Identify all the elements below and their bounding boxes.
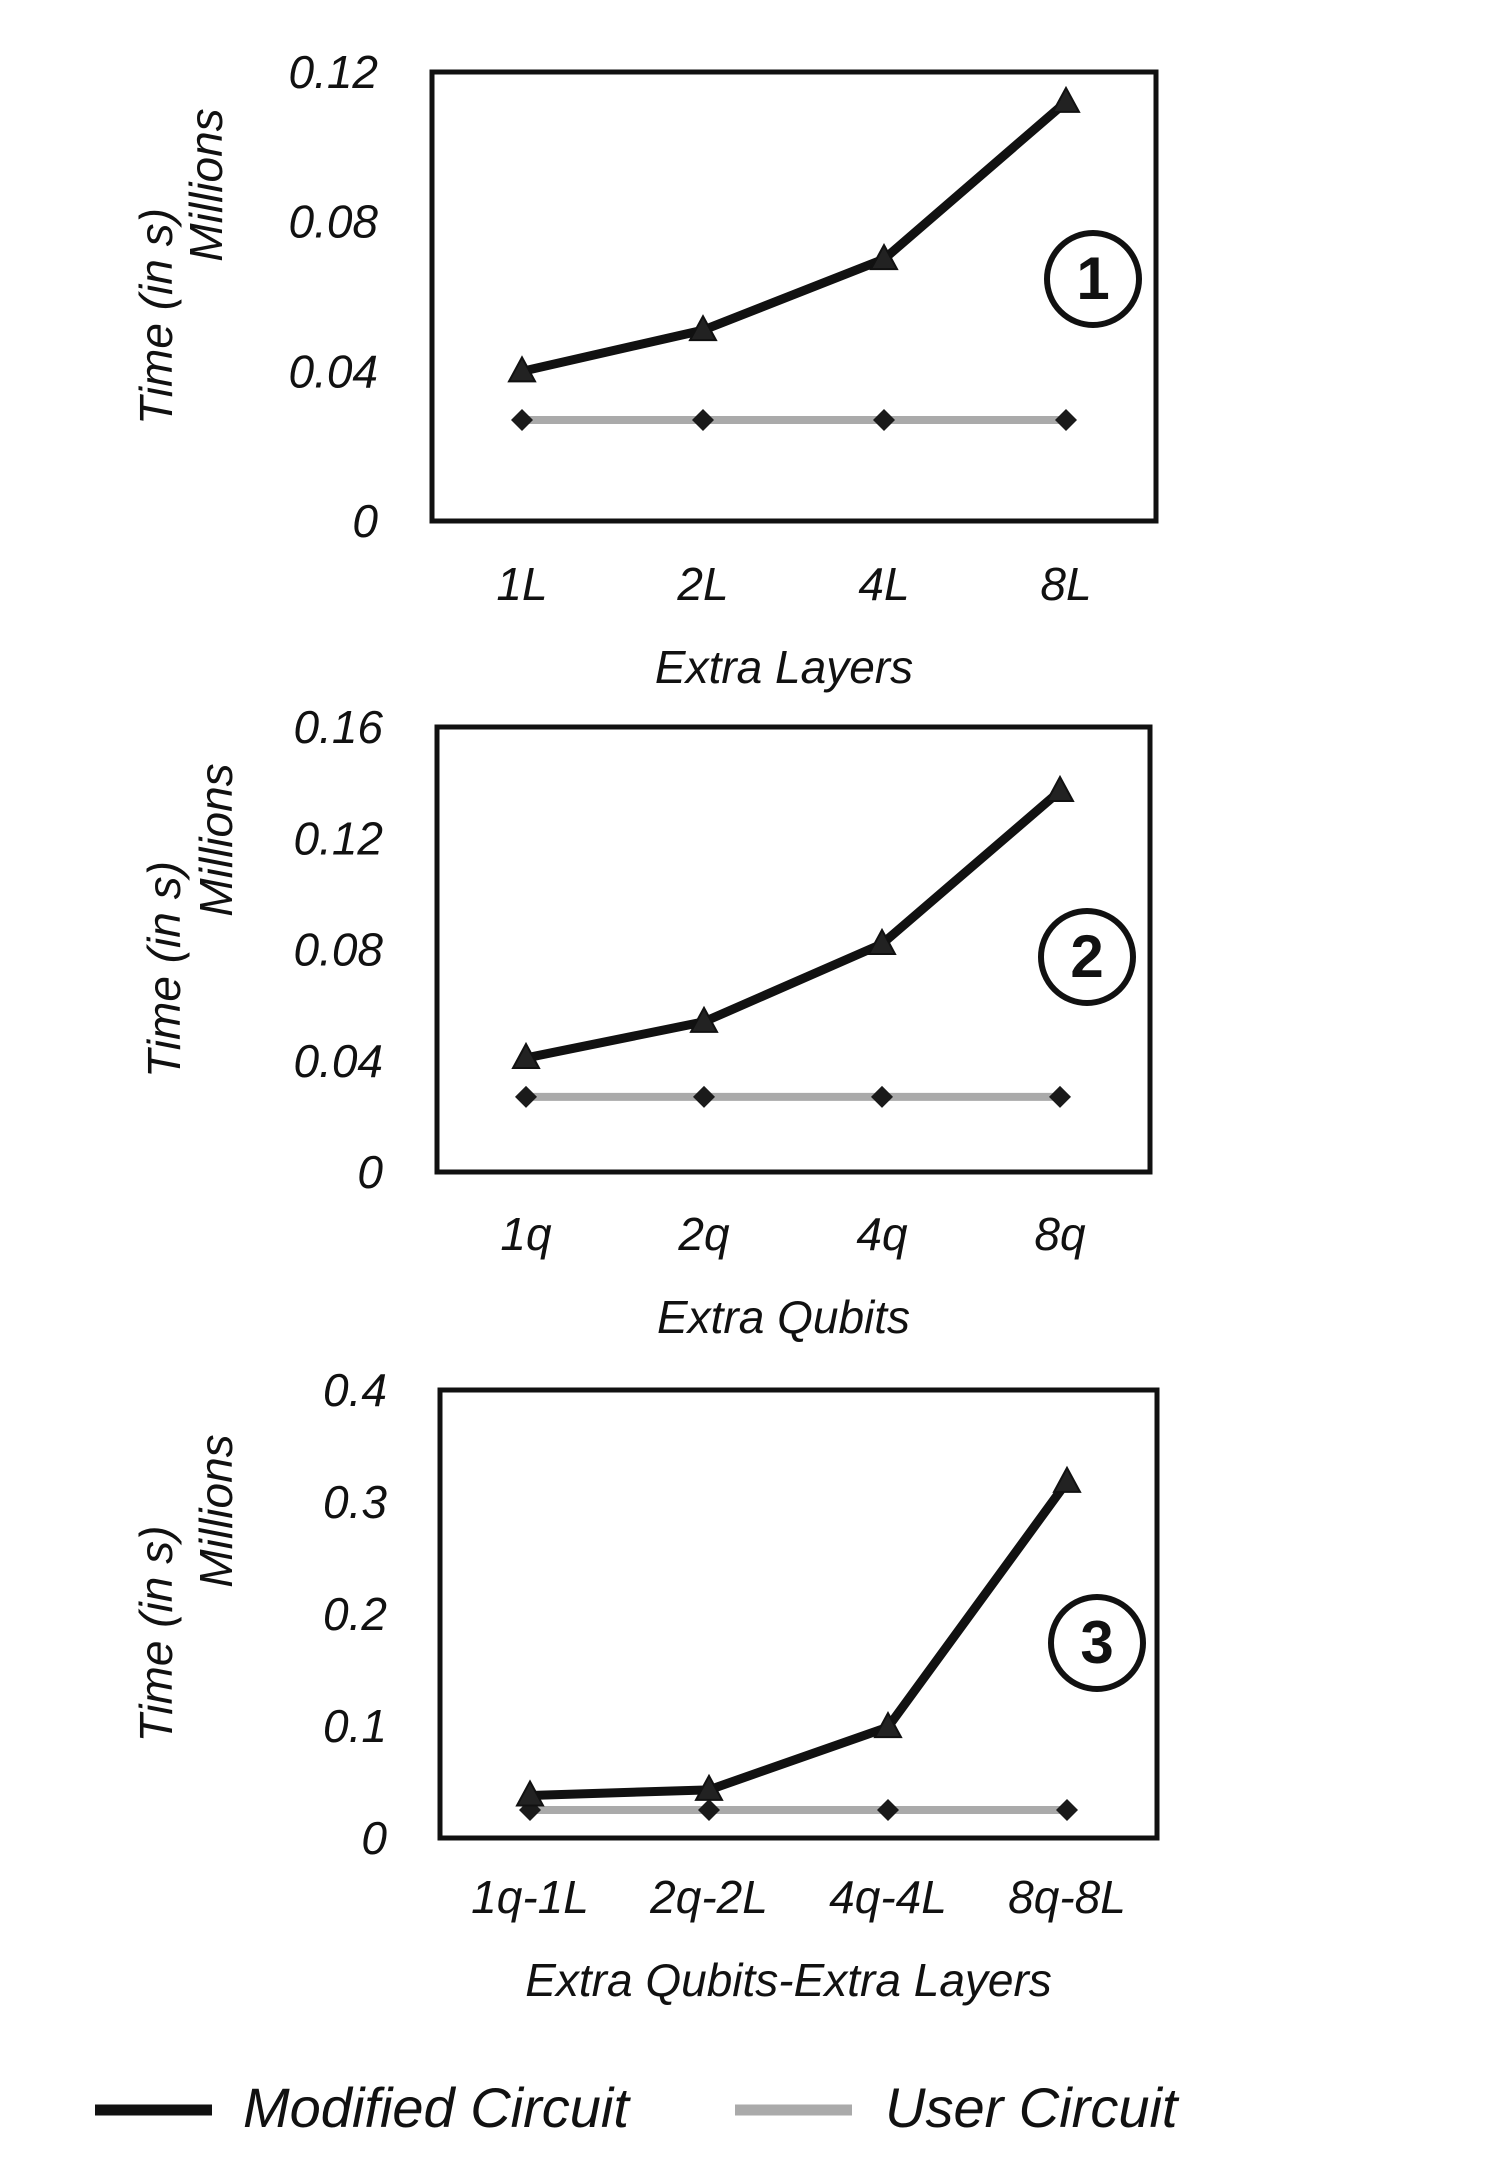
legend-modified-label: Modified Circuit [243, 2076, 631, 2139]
user-circuit-point [1049, 1085, 1071, 1108]
y-tick-label: 0 [357, 1146, 383, 1198]
x-tick-label: 2q-2L [649, 1871, 768, 1923]
panel-badge-circle [1048, 1594, 1146, 1692]
modified-circuit-point [511, 1041, 541, 1069]
x-tick-label: 4L [858, 558, 909, 610]
user-circuit-point [698, 1799, 720, 1821]
y-tick-label: 0.08 [288, 196, 378, 248]
y-axis-label: Time (in s) [138, 861, 190, 1078]
modified-circuit-point [689, 1005, 719, 1033]
modified-circuit-point [507, 355, 537, 383]
modified-circuit-point [1052, 1465, 1082, 1493]
user-circuit-point [511, 408, 533, 431]
chart-panel-3: 0 0.1 0.2 0.3 0.4 Time (in s)Millions 1q-1L 2q-… [130, 1364, 1160, 2006]
panel-badge-number: 1 [1076, 245, 1109, 312]
x-axis-label: Extra Layers [655, 641, 913, 693]
modified-circuit-point [694, 1773, 724, 1801]
modified-circuit-line [525, 1477, 1072, 1800]
x-tick-label: 2q [677, 1208, 730, 1260]
modified-circuit-line [517, 97, 1071, 376]
plot-frame [434, 724, 1153, 1175]
y-tick-label: 0 [352, 495, 378, 547]
y-axis-unit-label: Millions [180, 108, 232, 261]
plot-frame [437, 1387, 1160, 1841]
user-circuit-point [873, 408, 895, 431]
user-circuit-point [1055, 408, 1077, 431]
y-tick-label: 0.3 [323, 1476, 387, 1528]
x-axis-label: Extra Qubits-Extra Layers [525, 1954, 1052, 2006]
user-circuit-point [871, 1085, 893, 1108]
panel-badge-circle [1044, 230, 1142, 328]
y-axis-label: Time (in s) [130, 1526, 182, 1743]
user-circuit-point [877, 1799, 899, 1821]
modified-circuit-point [688, 314, 718, 342]
chart-panel-1: 0 0.04 0.08 0.12 Time (in s)Millions 1L 2L 4L 8L… [130, 46, 1159, 693]
user-circuit-point [515, 1085, 537, 1108]
y-tick-label: 0 [361, 1812, 387, 1864]
x-tick-label: 1q [500, 1208, 552, 1260]
modified-circuit-point [869, 242, 899, 271]
user-circuit-point [693, 1085, 715, 1108]
plot-frame [429, 69, 1159, 524]
x-tick-label: 8q [1034, 1208, 1086, 1260]
panel-badge-circle [1038, 908, 1136, 1006]
y-axis-unit-label: Millions [190, 1434, 242, 1587]
y-tick-label: 0.08 [293, 924, 383, 976]
y-axis-label: Time (in s) [130, 208, 182, 425]
x-tick-label: 8L [1040, 558, 1091, 610]
x-axis-label: Extra Qubits [657, 1291, 910, 1343]
legend-user-label: User Circuit [885, 2076, 1180, 2139]
y-tick-label: 0.1 [323, 1700, 387, 1752]
legend: Modified Circuit User Circuit [95, 2076, 1180, 2139]
y-tick-label: 0.12 [288, 46, 378, 98]
y-tick-label: 0.16 [293, 701, 383, 753]
y-tick-label: 0.2 [323, 1588, 387, 1640]
y-tick-label: 0.04 [288, 345, 378, 397]
chart-panel-2: 0 0.04 0.08 0.12 0.16 Time (in s)Millions 1q 2q… [138, 701, 1153, 1343]
x-tick-label: 1q-1L [471, 1871, 589, 1923]
modified-circuit-point [1051, 85, 1081, 113]
panel-badge-number: 2 [1070, 923, 1103, 990]
y-tick-label: 0.12 [293, 812, 383, 864]
modified-circuit-point [867, 927, 897, 955]
x-tick-label: 8q-8L [1008, 1871, 1126, 1923]
y-tick-label: 0.04 [293, 1035, 383, 1087]
modified-circuit-line [521, 786, 1065, 1063]
user-circuit-point [692, 408, 714, 431]
y-axis-unit-label: Millions [190, 763, 242, 916]
x-tick-label: 1L [496, 558, 547, 610]
y-tick-label: 0.4 [323, 1364, 387, 1416]
panel-badge-number: 3 [1080, 1609, 1113, 1676]
modified-circuit-point [515, 1779, 545, 1807]
modified-circuit-point [873, 1711, 903, 1739]
x-tick-label: 2L [676, 558, 728, 610]
x-tick-label: 4q [856, 1208, 908, 1260]
modified-circuit-point [1045, 774, 1075, 802]
x-tick-label: 4q-4L [829, 1871, 947, 1923]
user-circuit-point [1056, 1799, 1078, 1821]
